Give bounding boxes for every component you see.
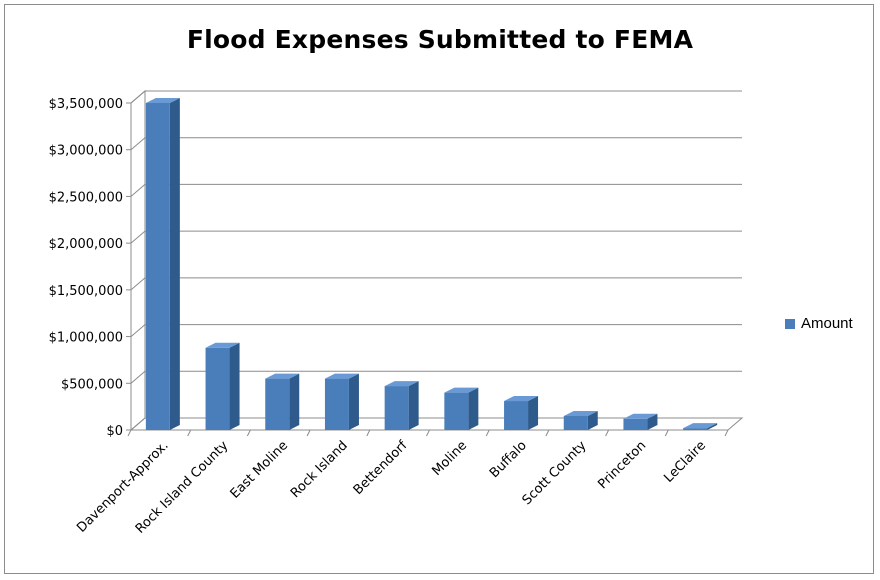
x-tick [426,429,430,437]
x-tick [605,429,610,437]
bar-top [384,381,419,387]
bar-side [528,396,539,430]
bar-side [169,98,180,430]
x-tick-label: Scott County [520,438,590,508]
y-tick-label: $1,500,000 [49,284,123,299]
gridline-side [130,184,146,197]
bar [563,415,588,430]
bar-top [205,342,240,348]
bar-top [145,98,180,103]
bar-top [683,423,718,429]
x-tick [187,429,192,437]
gridline-side [130,370,146,384]
bar-top [563,410,598,416]
x-tick [664,429,669,437]
chart-frame: Flood Expenses Submitted to FEMA $0 $500,… [4,4,874,574]
bar [265,378,290,430]
legend-swatch [785,318,795,329]
legend: Amount [785,315,853,332]
bar [683,428,708,430]
bar-side [468,387,479,430]
x-tick [246,429,251,437]
x-tick-label: Rock Island [288,438,351,501]
left-wall [130,89,146,432]
bar-top [324,373,359,379]
x-tick-label: Princeton [595,438,649,492]
bar [384,386,409,430]
x-tick-label: East Moline [228,438,292,502]
x-tick-label: LeClaire [661,438,709,486]
bar [444,392,469,430]
x-tick-label: Buffalo [487,438,530,481]
bar-side [408,381,419,430]
bar-side [707,423,718,430]
bar-top [504,396,539,402]
legend-label: Amount [801,315,853,332]
bar [205,347,230,430]
x-tick-label: Bettendorf [351,438,411,498]
gridline-side [130,90,146,104]
y-tick-label: $2,500,000 [49,190,123,205]
bar [324,378,349,430]
y-tick-label: $3,500,000 [49,97,123,112]
bar-side [289,373,300,430]
x-tick [366,429,371,437]
gridline-side [130,324,146,337]
y-tick-label: $3,000,000 [49,144,123,159]
x-tick [485,429,490,437]
bar [504,401,529,430]
x-tick [724,429,729,437]
chart-title: Flood Expenses Submitted to FEMA [186,25,694,54]
y-tick-label: $2,000,000 [49,237,123,252]
y-tick-label: $1,000,000 [49,331,123,346]
y-tick-label: $500,000 [61,377,123,392]
bar-chart: $0 $500,000 $1,000,000 $1,500,000 $2,000,000… [49,89,744,537]
bar-top [444,387,479,393]
x-tick [306,429,311,437]
gridline-side [130,137,146,151]
bar-side [229,342,240,430]
bar-side [348,373,359,430]
y-tick-label: $0 [106,424,123,439]
bar-side [647,413,658,430]
bar [623,418,648,430]
bar-top [623,413,658,419]
x-tick [127,429,132,437]
x-tick-label: Moline [429,438,470,479]
bar-side [587,410,598,430]
bar-top [265,373,300,379]
x-tick [545,429,550,437]
gridline-side [130,277,146,291]
bar [145,103,170,430]
gridline-side [130,230,146,244]
